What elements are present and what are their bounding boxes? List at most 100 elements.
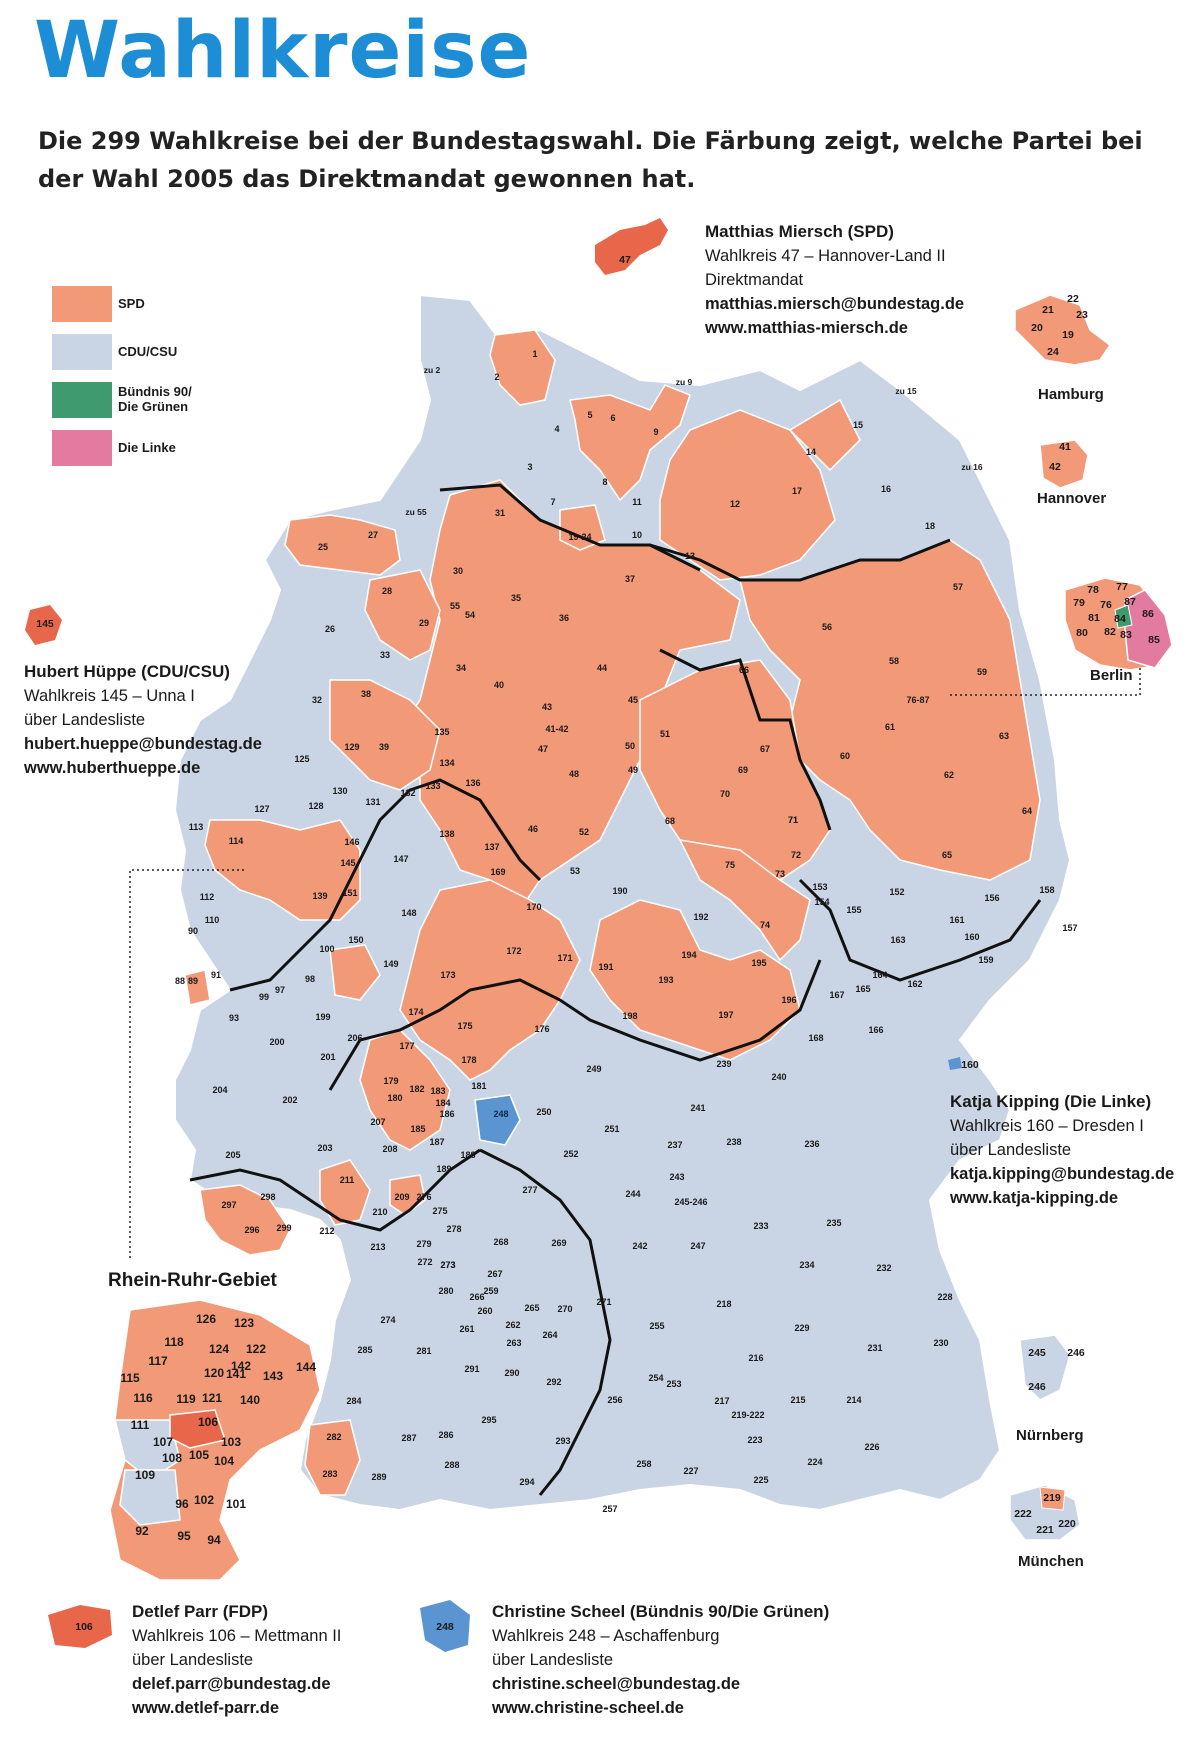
district-label-168: 168 xyxy=(808,1033,823,1043)
district-label-298: 298 xyxy=(260,1192,275,1202)
district-label-296: 296 xyxy=(244,1225,259,1235)
district-label-202: 202 xyxy=(282,1095,297,1105)
district-label-45: 45 xyxy=(628,695,638,705)
callout-kipping-email[interactable]: katja.kipping@bundestag.de xyxy=(950,1165,1175,1183)
district-label-287: 287 xyxy=(401,1433,416,1443)
district-label-177: 177 xyxy=(399,1041,414,1051)
district-label-237: 237 xyxy=(667,1140,682,1150)
district-label-196: 196 xyxy=(781,995,796,1005)
label-insets-rhein_ruhr-numbers-29: 94 xyxy=(207,1533,221,1547)
hannover-shape xyxy=(1039,439,1089,489)
legend-label-cdu: CDU/CSU xyxy=(118,344,178,359)
callout-scheel-web[interactable]: www.christine-scheel.de xyxy=(492,1699,684,1717)
label-pointers-3: zu 16 xyxy=(961,462,983,472)
label-insets-rhein_ruhr-numbers-13: 119 xyxy=(176,1392,196,1406)
region-spd-hessen-south xyxy=(359,1029,451,1151)
district-label-160: 160 xyxy=(964,932,979,942)
district-label-273: 273 xyxy=(440,1260,455,1270)
label-insets-berlin-numbers-4: 87 xyxy=(1124,596,1136,608)
label-insets-berlin-numbers-9: 82 xyxy=(1104,626,1116,638)
district-label-1: 1 xyxy=(532,349,537,359)
callout-hueppe-web[interactable]: www.huberthueppe.de xyxy=(24,759,201,777)
district-label-185: 185 xyxy=(410,1124,425,1134)
district-label-204: 204 xyxy=(212,1085,227,1095)
callout-kipping-web[interactable]: www.katja-kipping.de xyxy=(950,1189,1119,1207)
district-label-195: 195 xyxy=(751,958,766,968)
district-label-148: 148 xyxy=(401,908,416,918)
district-label-53: 53 xyxy=(570,866,580,876)
rhein-ruhr-cdu-south xyxy=(119,1469,181,1526)
district-label-292: 292 xyxy=(546,1377,561,1387)
district-label-67: 67 xyxy=(760,744,770,754)
district-label-235: 235 xyxy=(826,1218,841,1228)
callout-miersch-email[interactable]: matthias.miersch@bundestag.de xyxy=(705,295,965,313)
label-insets-rhein_ruhr-numbers-16: 111 xyxy=(131,1418,150,1432)
district-label-253: 253 xyxy=(666,1379,681,1389)
district-label-152: 152 xyxy=(889,887,904,897)
district-label-174: 174 xyxy=(408,1007,423,1017)
callout-miersch-line1: Wahlkreis 47 – Hannover-Land II xyxy=(705,247,946,265)
district-label-261: 261 xyxy=(459,1324,474,1334)
callout-parr-line1: Wahlkreis 106 – Mettmann II xyxy=(132,1627,342,1645)
label-insets-rhein_ruhr-numbers-3: 124 xyxy=(209,1342,229,1356)
label-insets-hamburg-numbers-3: 23 xyxy=(1076,309,1088,321)
region-spd-kiel xyxy=(569,384,691,502)
inset-nuernberg xyxy=(1019,1334,1071,1401)
label-insets-muenchen-numbers-3: 221 xyxy=(1036,1524,1054,1536)
inset-rhein-ruhr xyxy=(109,1299,321,1581)
inset-hannover xyxy=(1039,439,1089,489)
district-label-145: 145 xyxy=(340,858,355,868)
district-label-290: 290 xyxy=(504,1368,519,1378)
scheel-icon xyxy=(420,1600,470,1652)
district-label-255: 255 xyxy=(649,1321,664,1331)
district-label-192: 192 xyxy=(693,912,708,922)
district-label-17: 17 xyxy=(792,486,802,496)
border-west xyxy=(229,778,542,992)
district-label-26: 26 xyxy=(325,624,335,634)
callout-parr-web[interactable]: www.detlef-parr.de xyxy=(132,1699,280,1717)
label-insets-rhein_ruhr-numbers-18: 107 xyxy=(153,1435,173,1449)
legend-swatch-cdu xyxy=(52,334,112,370)
region-spd-thueringen xyxy=(589,899,801,1061)
district-label-165: 165 xyxy=(855,984,870,994)
label-insets-rhein_ruhr-numbers-4: 122 xyxy=(246,1342,266,1356)
callout-scheel-email[interactable]: christine.scheel@bundestag.de xyxy=(492,1675,741,1693)
district-label-254: 254 xyxy=(648,1373,663,1383)
district-label-242: 242 xyxy=(632,1241,647,1251)
label-insets-berlin-numbers-10: 83 xyxy=(1120,629,1132,641)
district-label-59: 59 xyxy=(977,667,987,677)
district-label-175: 175 xyxy=(457,1021,472,1031)
label-insets-berlin-numbers-2: 79 xyxy=(1073,597,1085,609)
callout-miersch-web[interactable]: www.matthias-miersch.de xyxy=(705,319,908,337)
district-label-210: 210 xyxy=(372,1207,387,1217)
district-label-36: 36 xyxy=(559,613,569,623)
label-insets-rhein_ruhr-numbers-19: 103 xyxy=(221,1435,241,1449)
label-insets-hannover-numbers-1: 42 xyxy=(1049,461,1061,473)
callout-parr-email[interactable]: delef.parr@bundestag.de xyxy=(132,1675,331,1693)
inset-hamburg xyxy=(1014,294,1112,366)
callout-parr-line2: über Landesliste xyxy=(132,1651,254,1669)
legend-item-spd: SPD xyxy=(52,286,252,322)
district-label-181: 181 xyxy=(471,1081,486,1091)
district-label-178: 178 xyxy=(461,1055,476,1065)
district-label-215: 215 xyxy=(790,1395,805,1405)
district-label-133: 133 xyxy=(425,781,440,791)
district-label-241: 241 xyxy=(690,1103,705,1113)
label-insets-hannover-numbers-0: 41 xyxy=(1059,441,1071,453)
district-label-278: 278 xyxy=(446,1224,461,1234)
district-label-205: 205 xyxy=(225,1150,240,1160)
muenchen-spd xyxy=(1039,1486,1066,1511)
callout-scheel-line1: Wahlkreis 248 – Aschaffenburg xyxy=(492,1627,720,1645)
label-insets-rhein_ruhr-numbers-20: 108 xyxy=(162,1451,182,1465)
district-label-72: 72 xyxy=(791,850,801,860)
label-callouts-kipping-icon_number: 160 xyxy=(961,1059,979,1071)
label-insets-hamburg-numbers-5: 24 xyxy=(1047,346,1059,358)
district-label-19-24: 19-24 xyxy=(568,532,591,542)
callout-hueppe-email[interactable]: hubert.hueppe@bundestag.de xyxy=(24,735,262,753)
label-insets-rhein_ruhr-numbers-24: 96 xyxy=(175,1497,189,1511)
district-label-164: 164 xyxy=(872,970,887,980)
district-label-47: 47 xyxy=(538,744,548,754)
label-insets-rhein_ruhr-numbers-14: 121 xyxy=(202,1391,222,1405)
label-insets-rhein_ruhr-numbers-7: 144 xyxy=(296,1360,316,1374)
